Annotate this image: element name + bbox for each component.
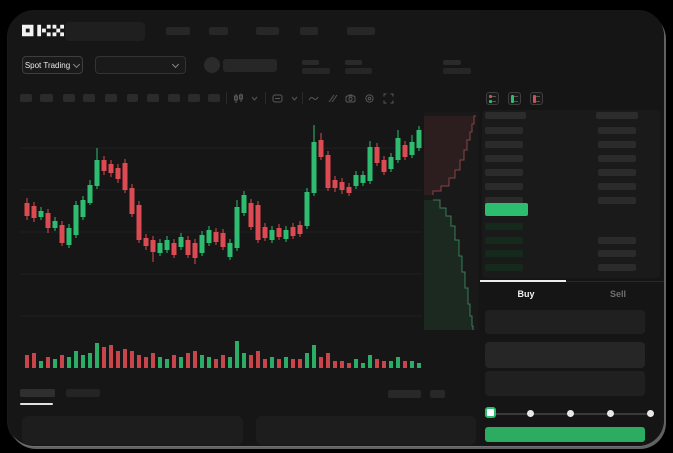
pair-selector-dropdown[interactable] <box>95 56 186 74</box>
bid-row[interactable] <box>480 263 658 271</box>
camera-icon[interactable] <box>345 93 356 104</box>
tab-buy[interactable]: Buy <box>480 286 572 302</box>
amount-placeholder <box>598 250 636 257</box>
active-tab-underline <box>20 403 53 405</box>
chevron-down-icon[interactable] <box>289 93 300 104</box>
price-input-placeholder[interactable] <box>485 310 645 334</box>
nav-item-placeholder[interactable] <box>347 27 375 35</box>
fullscreen-icon[interactable] <box>383 93 394 104</box>
bottom-panel-right[interactable] <box>256 416 476 445</box>
nav-item-placeholder[interactable] <box>209 27 228 35</box>
chevron-down-icon <box>173 62 179 68</box>
ask-row[interactable] <box>480 155 658 162</box>
timeframe-button[interactable] <box>105 94 117 102</box>
timeframe-button[interactable] <box>147 94 159 102</box>
chevron-down-icon[interactable] <box>249 93 260 104</box>
depth-chart[interactable] <box>424 112 478 330</box>
candle-style-icon[interactable] <box>233 93 244 104</box>
price-placeholder <box>485 183 523 190</box>
ask-row[interactable] <box>480 127 658 134</box>
amount-placeholder <box>598 155 636 162</box>
timeframe-button[interactable] <box>208 94 220 102</box>
price-placeholder <box>485 250 523 257</box>
bid-row[interactable] <box>480 250 658 257</box>
market-type-selector[interactable]: Spot Trading <box>22 56 83 74</box>
price-placeholder <box>485 169 523 176</box>
amount-placeholder <box>598 169 636 176</box>
ask-row[interactable] <box>480 169 658 176</box>
timeframe-button[interactable] <box>40 94 53 102</box>
price-placeholder <box>485 141 523 148</box>
timeframe-button[interactable] <box>188 94 200 102</box>
drawing-tools-icon[interactable] <box>327 93 338 104</box>
ask-row[interactable] <box>480 197 658 204</box>
timeframe-button[interactable] <box>127 94 138 102</box>
order-panel: Buy Sell <box>480 10 664 446</box>
slider-stop[interactable] <box>527 410 534 417</box>
sell-tab-label: Sell <box>609 289 626 299</box>
bid-row[interactable] <box>480 236 658 244</box>
price-placeholder <box>485 236 523 244</box>
slider-handle[interactable] <box>485 407 496 418</box>
price-placeholder <box>485 263 523 271</box>
price-placeholder <box>485 127 523 134</box>
amount-placeholder <box>598 197 636 204</box>
tab-sell[interactable]: Sell <box>572 286 664 302</box>
line-wave-icon[interactable] <box>308 93 319 104</box>
nav-item-placeholder[interactable] <box>166 27 190 35</box>
token-avatar <box>204 57 220 73</box>
candlestick-chart[interactable] <box>20 110 422 372</box>
buy-tab-indicator <box>480 280 566 282</box>
app-window: Spot Trading <box>8 10 664 446</box>
amount-placeholder <box>598 236 636 244</box>
slider-stop[interactable] <box>567 410 574 417</box>
orderbook-view-asks-icon[interactable] <box>530 92 543 105</box>
timeframe-button[interactable] <box>63 94 75 102</box>
slider-stop[interactable] <box>647 410 654 417</box>
nav-item-placeholder[interactable] <box>256 27 279 35</box>
orderbook-header <box>480 112 658 119</box>
toolbar-divider <box>302 92 303 104</box>
chart-scale-placeholder[interactable] <box>388 390 421 398</box>
toolbar-divider <box>265 92 266 104</box>
market-type-label: Spot Trading <box>24 60 71 70</box>
last-price-indicator[interactable] <box>485 203 528 216</box>
settings-icon[interactable] <box>364 93 375 104</box>
indicators-icon[interactable] <box>272 93 283 104</box>
search-input[interactable] <box>65 22 145 41</box>
tabs-divider <box>480 281 664 282</box>
ask-row[interactable] <box>480 141 658 148</box>
amount-placeholder <box>598 183 636 190</box>
bottom-panel-left[interactable] <box>22 416 243 445</box>
amount-placeholder <box>598 127 636 134</box>
price-placeholder <box>485 197 523 204</box>
chart-tab-active-placeholder[interactable] <box>20 389 55 397</box>
slider-stop[interactable] <box>607 410 614 417</box>
okx-logo[interactable] <box>22 23 64 38</box>
buy-button[interactable] <box>485 427 645 442</box>
ask-row[interactable] <box>480 183 658 190</box>
pair-name-placeholder <box>223 59 277 72</box>
bid-row[interactable] <box>480 223 658 230</box>
chart-scale-placeholder[interactable] <box>430 390 445 398</box>
amount-input-placeholder[interactable] <box>485 342 645 368</box>
amount-placeholder <box>598 263 636 271</box>
orderbook-view-bids-icon[interactable] <box>508 92 521 105</box>
toolbar-divider <box>226 92 227 104</box>
timeframe-button[interactable] <box>20 94 32 102</box>
timeframe-button[interactable] <box>168 94 180 102</box>
price-placeholder <box>485 155 523 162</box>
price-placeholder <box>485 223 523 230</box>
orderbook-view-combined-icon[interactable] <box>486 92 499 105</box>
buy-tab-label: Buy <box>517 289 535 299</box>
nav-item-placeholder[interactable] <box>300 27 318 35</box>
total-input-placeholder[interactable] <box>485 371 645 396</box>
chevron-down-icon <box>74 62 80 68</box>
chart-tab-placeholder[interactable] <box>66 389 100 397</box>
amount-placeholder <box>598 141 636 148</box>
timeframe-button[interactable] <box>83 94 95 102</box>
